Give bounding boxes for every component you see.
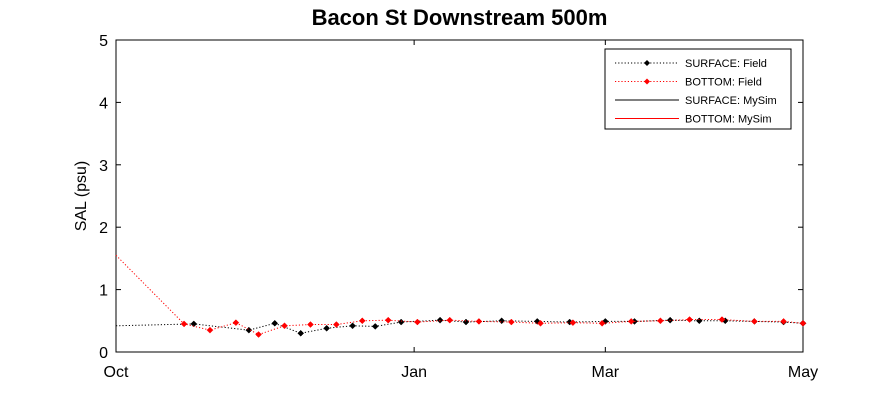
series-1-point: [414, 318, 421, 326]
legend-marker-1: [644, 78, 650, 85]
y-tick-label: 2: [99, 220, 108, 237]
series-0-point: [349, 322, 356, 330]
y-tick-label: 3: [99, 158, 108, 175]
series-1-point: [686, 316, 693, 323]
series-0-point: [397, 318, 405, 326]
x-tick-label: Mar: [592, 364, 620, 381]
legend-entry-2: SURFACE: MySim: [685, 95, 777, 107]
series-1-point: [598, 319, 606, 327]
series-1-point: [569, 319, 577, 327]
series-0-point: [371, 323, 379, 330]
series-1-point: [780, 318, 787, 325]
series-1-point: [180, 320, 188, 328]
series-1-point: [751, 318, 758, 325]
series-1-point: [307, 321, 314, 328]
series-0-point: [498, 317, 505, 325]
series-1-point: [718, 316, 726, 323]
series-1-point: [799, 319, 807, 327]
axis-ticks: 0 1 2 3 4 5 Oct Jan Mar May: [99, 33, 818, 381]
y-tick-label: 4: [99, 95, 108, 112]
y-axis-label: SAL (psu): [73, 161, 90, 232]
y-tick-label: 1: [99, 283, 108, 300]
series-1-point: [507, 318, 515, 326]
series-1-point: [281, 322, 288, 330]
legend: SURFACE: Field BOTTOM: Field SURFACE: MySi…: [604, 48, 792, 130]
series-0-point: [436, 316, 444, 324]
series-1-point: [446, 316, 454, 324]
series-0-point: [323, 324, 330, 332]
series-1-point: [627, 318, 635, 325]
series-1-point: [333, 321, 340, 328]
legend-box: [604, 48, 792, 130]
series-1-point: [475, 318, 483, 325]
series-layer: [115, 254, 807, 338]
x-tick-label: Oct: [104, 364, 129, 381]
legend-entry-1: BOTTOM: Field: [685, 77, 762, 89]
series-0-point: [271, 319, 279, 327]
series-0-point: [297, 329, 305, 337]
series-0-point: [462, 318, 470, 326]
series-1-point: [232, 319, 240, 327]
series-0-point: [190, 320, 198, 328]
series-0-point: [695, 317, 703, 325]
series-1-point: [537, 319, 544, 327]
legend-entry-0: SURFACE: Field: [685, 58, 767, 70]
x-tick-label: Jan: [401, 364, 427, 381]
series-1-point: [384, 316, 392, 324]
chart-title: Bacon St Downstream 500m: [312, 5, 608, 30]
series-1-point: [206, 326, 214, 334]
x-tick-label: May: [788, 364, 818, 381]
series-0-point: [245, 326, 253, 334]
y-tick-label: 0: [99, 345, 108, 362]
legend-marker-0: [644, 60, 650, 66]
y-tick-label: 5: [99, 33, 108, 50]
series-1-point: [358, 317, 366, 325]
legend-entry-3: BOTTOM: MySim: [685, 114, 772, 126]
series-1-point: [657, 317, 664, 325]
series-line-0: [115, 319, 804, 334]
series-1-point: [255, 331, 262, 338]
